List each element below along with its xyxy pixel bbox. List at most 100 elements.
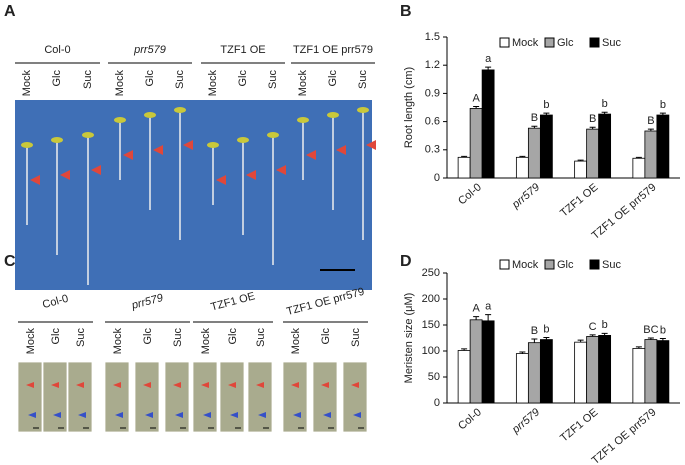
y-tick-label: 100 [422, 345, 440, 357]
blue-marker [145, 412, 153, 418]
root-tip-photo [42, 361, 68, 433]
bar [632, 347, 646, 404]
bar [469, 108, 483, 179]
treatment-label: Suc [357, 70, 369, 89]
legend-swatch [544, 37, 555, 48]
x-tick-label: prr579 [509, 406, 542, 436]
cotyledon [114, 117, 126, 123]
x-tick-label: TZF1 OE [558, 181, 600, 219]
error-bar [485, 314, 492, 321]
genotype-label: TZF1 OE [220, 44, 265, 56]
y-axis-label: Meristen size (μM) [403, 293, 415, 384]
treatment-label: Glc [320, 328, 332, 345]
bar [469, 319, 483, 404]
red-marker [173, 382, 181, 388]
y-axis-label: Root length (cm) [403, 67, 415, 148]
treatment-label: Suc [267, 70, 279, 89]
arrowhead [123, 150, 133, 160]
bar [457, 156, 471, 179]
red-marker [143, 382, 151, 388]
y-tick-label: 250 [422, 267, 440, 279]
bar [586, 128, 600, 179]
cotyledon [51, 137, 63, 143]
arrowhead [183, 140, 193, 150]
red-marker [201, 382, 209, 388]
legend-label: Suc [602, 259, 621, 271]
bar [644, 339, 658, 404]
genotype-label: TZF1 OE [210, 290, 257, 313]
significance-letter: a [485, 53, 492, 65]
error-bar [519, 351, 526, 354]
y-tick-label: 0 [434, 172, 440, 184]
root-tip-photo [104, 361, 130, 433]
legend-label: Suc [602, 37, 621, 49]
significance-letter: a [485, 301, 492, 313]
treatment-label: Glc [227, 328, 239, 345]
y-tick-label: 1.5 [425, 31, 440, 43]
root-tip-photo [67, 361, 93, 433]
bar [598, 113, 612, 179]
y-tick-label: 0 [434, 397, 440, 409]
significance-letter: A [472, 92, 480, 104]
significance-letter: C [589, 321, 597, 333]
root-tip-photo [17, 361, 43, 433]
seedling-photo [15, 100, 372, 290]
treatment-label: Glc [144, 70, 156, 87]
y-tick-label: 0.3 [425, 144, 440, 156]
genotype-label: Col-0 [41, 293, 70, 311]
blue-marker [203, 412, 211, 418]
error-bar [543, 112, 550, 116]
red-marker [51, 382, 59, 388]
arrowhead [246, 170, 256, 180]
red-marker [351, 382, 359, 388]
legend-swatch [544, 259, 555, 270]
significance-letter: B [647, 115, 654, 127]
y-tick-label: 150 [422, 319, 440, 331]
root-tip-photo [219, 361, 245, 433]
treatment-label: Suc [174, 70, 186, 89]
treatment-label: Glc [237, 70, 249, 87]
blue-marker [230, 412, 238, 418]
bar [574, 160, 588, 179]
x-tick-label: prr579 [509, 181, 542, 211]
treatment-label: Mock [200, 328, 212, 355]
red-marker [76, 382, 84, 388]
y-tick-label: 0.6 [425, 116, 440, 128]
cotyledon [144, 112, 156, 118]
x-tick-label: Col-0 [456, 406, 484, 432]
blue-marker [353, 412, 361, 418]
treatment-label: Glc [50, 328, 62, 345]
panel-label: A [4, 3, 16, 20]
cotyledon [267, 132, 279, 138]
treatment-label: Mock [290, 328, 302, 355]
legend-label: Glc [557, 259, 574, 271]
error-bar [473, 316, 480, 320]
cotyledon [327, 112, 339, 118]
significance-letter: A [472, 303, 480, 315]
treatment-label: Mock [114, 70, 126, 97]
bar [644, 130, 658, 179]
y-tick-label: 1.2 [425, 59, 440, 71]
red-marker [113, 382, 121, 388]
bar [527, 342, 541, 404]
genotype-label: prr579 [130, 292, 165, 312]
cotyledon [237, 137, 249, 143]
red-marker [256, 382, 264, 388]
significance-letter: b [602, 319, 608, 331]
treatment-label: Suc [350, 328, 362, 347]
bar [515, 156, 529, 179]
treatment-label: Glc [327, 70, 339, 87]
bar [598, 334, 612, 404]
photo-decoration [17, 107, 376, 433]
significance-letter: BC [643, 324, 658, 336]
genotype-label: TZF1 OE prr579 [293, 44, 373, 56]
error-bar [531, 338, 538, 343]
significance-letter: b [543, 323, 549, 335]
legend-swatch [589, 37, 600, 48]
root-tip-photo [282, 361, 308, 433]
significance-letter: b [602, 98, 608, 110]
arrowhead [216, 175, 226, 185]
arrowhead [336, 145, 346, 155]
legend-label: Glc [557, 37, 574, 49]
error-bar [635, 346, 642, 349]
